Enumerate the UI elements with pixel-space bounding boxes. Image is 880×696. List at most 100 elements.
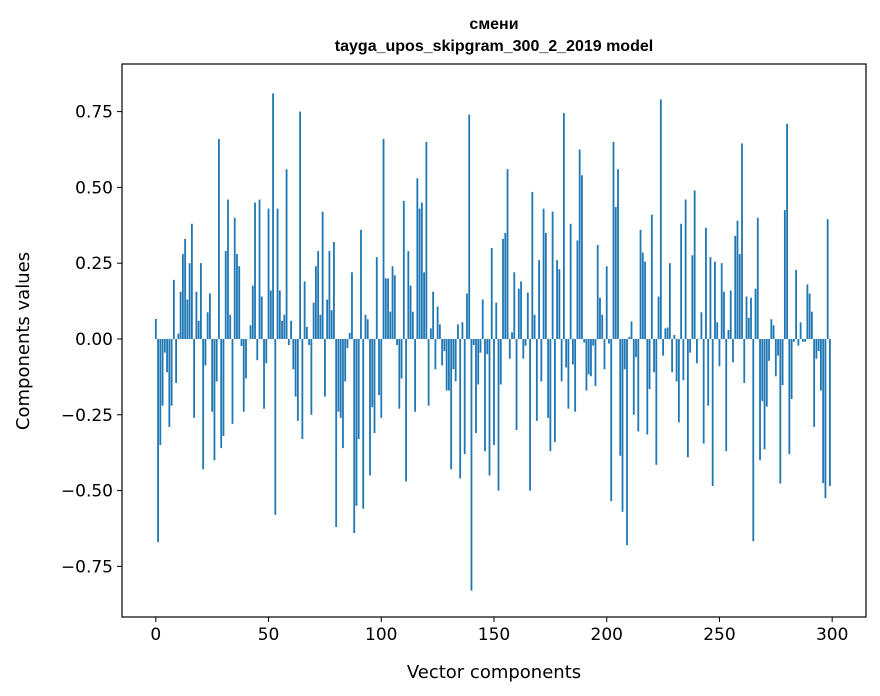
- bar-2: [159, 338, 162, 446]
- bar-18: [195, 291, 198, 339]
- bar-200: [605, 266, 608, 339]
- bar-207: [621, 338, 624, 512]
- x-axis-label: Vector components: [407, 662, 581, 683]
- bar-145: [481, 299, 484, 339]
- bar-36: [236, 254, 238, 339]
- bar-53: [274, 338, 277, 515]
- bar-134: [457, 324, 459, 339]
- bar-152: [497, 338, 500, 491]
- bar-45: [256, 338, 259, 361]
- bar-4: [163, 338, 166, 353]
- bar-135: [459, 338, 462, 479]
- bar-240: [696, 338, 698, 364]
- bar-123: [432, 291, 435, 339]
- bar-189: [581, 175, 583, 339]
- bar-294: [817, 338, 820, 352]
- bar-160: [515, 338, 518, 430]
- y-tick-label: 0.25: [75, 254, 113, 274]
- x-tick-label: 200: [591, 625, 623, 645]
- y-tick-label: −0.50: [61, 482, 113, 502]
- bar-244: [705, 227, 707, 339]
- bar-291: [810, 311, 813, 339]
- bar-104: [389, 311, 392, 339]
- bar-279: [783, 210, 786, 339]
- bar-295: [820, 338, 822, 391]
- bar-43: [251, 285, 254, 339]
- bar-90: [357, 338, 360, 440]
- bar-65: [301, 338, 304, 440]
- bar-151: [495, 302, 498, 339]
- bar-158: [511, 332, 513, 339]
- bar-0: [154, 318, 157, 339]
- bar-105: [391, 266, 394, 339]
- bar-148: [488, 338, 491, 476]
- bar-226: [664, 328, 667, 339]
- y-axis-label: Components values: [13, 252, 34, 430]
- bar-179: [558, 269, 561, 339]
- bar-97: [373, 338, 376, 433]
- bar-124: [434, 338, 437, 370]
- bar-253: [725, 338, 728, 452]
- bar-85: [346, 338, 349, 349]
- bar-96: [371, 338, 374, 408]
- bar-173: [544, 232, 547, 339]
- bar-5: [166, 338, 168, 373]
- bar-116: [416, 178, 419, 339]
- bar-210: [628, 336, 631, 339]
- bar-149: [490, 248, 493, 339]
- bar-15: [188, 263, 191, 339]
- bar-231: [675, 338, 678, 382]
- x-tick-label: 150: [478, 625, 510, 645]
- bar-154: [502, 238, 504, 339]
- bar-50: [267, 208, 270, 339]
- bar-162: [520, 281, 522, 339]
- bar-251: [720, 263, 723, 339]
- bar-109: [400, 338, 403, 379]
- bar-108: [398, 338, 401, 409]
- bar-215: [639, 229, 642, 339]
- bar-181: [562, 113, 565, 339]
- bar-254: [727, 329, 730, 339]
- bar-190: [583, 338, 586, 343]
- bar-247: [711, 338, 714, 487]
- bar-233: [680, 223, 683, 339]
- bar-271: [765, 338, 768, 407]
- bar-57: [283, 314, 286, 339]
- bar-13: [184, 238, 187, 339]
- bar-218: [646, 338, 649, 435]
- bar-263: [747, 317, 750, 339]
- x-axis-ticks: 0 50 100 150 200 250 300: [150, 617, 848, 645]
- bars-group: [154, 93, 831, 591]
- bar-54: [276, 208, 279, 339]
- bar-230: [673, 335, 676, 339]
- bar-174: [547, 338, 550, 418]
- bar-25: [211, 338, 214, 412]
- bar-10: [177, 333, 180, 339]
- bar-172: [542, 208, 545, 339]
- bar-161: [517, 288, 520, 339]
- bar-146: [484, 338, 486, 452]
- bar-82: [339, 338, 342, 418]
- bar-221: [653, 338, 655, 373]
- bar-235: [684, 199, 687, 339]
- x-tick-label: 50: [258, 625, 280, 645]
- bar-126: [438, 324, 441, 339]
- bar-217: [644, 261, 646, 339]
- bar-277: [779, 338, 782, 484]
- bar-165: [526, 292, 529, 339]
- bar-106: [393, 275, 396, 339]
- bar-73: [319, 314, 322, 339]
- bar-114: [411, 311, 414, 339]
- bar-31: [224, 251, 227, 339]
- bar-183: [567, 338, 570, 409]
- bar-107: [396, 338, 398, 346]
- bar-111: [405, 338, 407, 482]
- bar-206: [619, 338, 622, 456]
- bar-103: [387, 278, 389, 339]
- bar-283: [792, 338, 795, 342]
- bar-166: [529, 338, 531, 491]
- bar-287: [801, 338, 804, 342]
- bar-47: [260, 296, 263, 339]
- bar-119: [423, 272, 426, 339]
- bar-1: [157, 338, 159, 543]
